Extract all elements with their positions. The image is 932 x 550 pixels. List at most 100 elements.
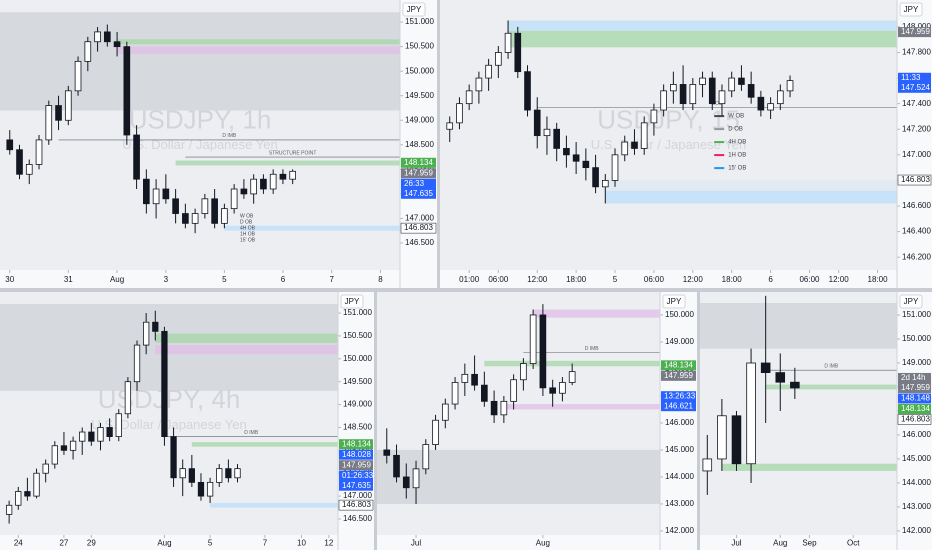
y-tick-label: 151.000: [343, 308, 372, 317]
plot-area: D IMB: [700, 295, 897, 495]
price-label: 148.134: [664, 360, 693, 369]
candle-body: [592, 167, 599, 188]
countdown-label: 26:33: [404, 179, 425, 188]
order-block: [508, 30, 897, 48]
order-block: [533, 309, 660, 318]
y-tick-label: 143.000: [902, 502, 931, 511]
time-axis: [440, 270, 897, 288]
price-label-box: [401, 168, 436, 179]
y-tick-label: 150.500: [343, 331, 372, 340]
y-tick-label: 150.500: [405, 42, 434, 51]
candle-body: [383, 449, 391, 456]
candle-body: [172, 198, 179, 214]
price-label-box: [339, 439, 373, 450]
y-tick-label: 142.000: [665, 526, 694, 535]
candle-body: [510, 379, 517, 402]
x-tick-label: 8: [378, 275, 383, 284]
candle-body: [689, 84, 697, 105]
candle-body: [485, 64, 492, 79]
candle-body: [728, 77, 736, 92]
y-tick-label: 142.000: [902, 526, 931, 535]
level-label: BOS: [712, 101, 723, 107]
price-axis: [897, 0, 932, 288]
price-label-box: [898, 72, 931, 93]
order-block: [117, 39, 400, 45]
candle-body: [670, 84, 677, 92]
y-tick-label: 151.000: [405, 17, 434, 26]
candle-body: [471, 373, 478, 386]
legend-label: 4H OB: [240, 225, 256, 231]
candle-body: [529, 314, 537, 364]
price-label-box: [339, 449, 373, 460]
candle-body: [124, 381, 132, 415]
candle-body: [757, 96, 765, 111]
candle-body: [533, 109, 541, 137]
time-axis: [377, 535, 660, 550]
x-tick-label: 7: [263, 539, 268, 548]
price-label: 148.028: [342, 450, 371, 459]
x-tick-label: Jul: [731, 539, 741, 548]
order-block: [117, 46, 400, 54]
x-tick-label: 01:00: [459, 275, 480, 284]
candle-body: [640, 122, 648, 149]
candle-body: [33, 472, 40, 497]
y-tick-label: 148.500: [343, 423, 372, 432]
candle-body: [162, 188, 170, 200]
candle-body: [481, 384, 488, 402]
order-block: [377, 449, 660, 504]
candle-body: [79, 431, 86, 442]
candle-body: [88, 431, 95, 442]
candle-body: [490, 400, 498, 416]
y-tick-label: 145.000: [902, 454, 931, 463]
candle-body: [25, 164, 33, 175]
candle-body: [760, 362, 771, 374]
y-tick-label: 148.500: [405, 140, 434, 149]
candle-body: [221, 208, 228, 224]
price-label: 146.803: [901, 175, 930, 184]
candle-body: [42, 463, 49, 474]
candle-body: [182, 213, 189, 224]
candle-body: [451, 382, 459, 405]
x-tick-label: 5: [208, 539, 213, 548]
price-label: 146.803: [901, 415, 930, 424]
price-label-box: [661, 391, 696, 412]
price-label: 146.621: [664, 401, 693, 410]
y-tick-label: 149.500: [343, 377, 372, 386]
y-tick-label: 146.200: [902, 252, 931, 261]
candle-body: [504, 32, 512, 53]
price-label: 147.635: [342, 481, 371, 490]
y-tick-label: 150.000: [343, 354, 372, 363]
price-label-box: [338, 499, 374, 511]
order-block: [224, 225, 400, 231]
price-label-box: [400, 222, 437, 234]
legend-swatch: [714, 154, 725, 157]
y-tick-label: 149.000: [405, 115, 434, 124]
candle-body: [216, 468, 223, 483]
candle-body: [441, 403, 449, 421]
watermark-subtitle: U.S. Dollar / Japanese Yen: [122, 137, 277, 152]
time-axis: [0, 270, 400, 288]
time-axis: [0, 535, 338, 550]
x-tick-label: 12:00: [829, 275, 850, 284]
candle-body: [553, 128, 560, 149]
legend-label: W OB: [240, 213, 254, 219]
plot-area: USDJPY, 15U.S. Dollar / Japanese YenBOSW…: [446, 20, 897, 204]
y-tick-label: 150.000: [902, 334, 931, 343]
countdown-label: 11:33: [901, 73, 921, 82]
x-tick-label: 10: [297, 539, 306, 548]
currency-label: JPY: [667, 297, 682, 306]
x-tick-label: 18:00: [566, 275, 587, 284]
order-block: [605, 180, 897, 191]
candle-body: [24, 491, 31, 497]
candle-body: [738, 77, 745, 85]
watermark-subtitle: U.S. Dollar / Japanese Yen: [91, 417, 246, 432]
x-tick-label: 18:00: [868, 275, 889, 284]
x-tick-label: Aug: [773, 539, 787, 548]
candle-body: [143, 321, 150, 346]
y-tick-label: 146.500: [405, 238, 434, 247]
legend-label: D OB: [728, 127, 743, 133]
chart-panel: D IMB 142.000 143.000 144.000 145.000 146.000…: [377, 292, 697, 550]
